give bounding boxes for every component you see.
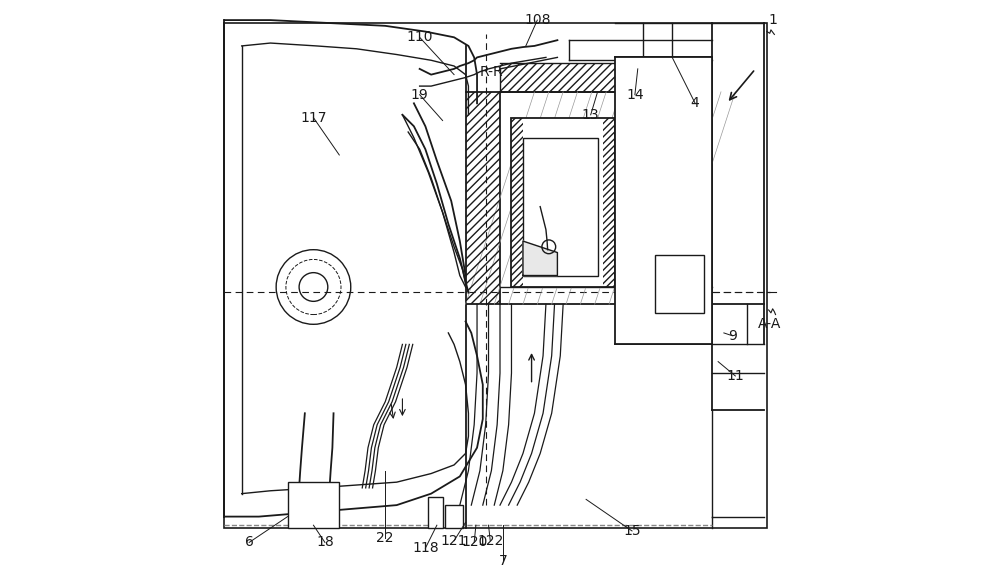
Bar [511, 118, 523, 287]
Bar [466, 92, 500, 304]
Bar [655, 255, 704, 313]
Text: 19: 19 [411, 88, 429, 102]
Bar [523, 138, 598, 276]
Text: 18: 18 [316, 536, 334, 549]
Text: 1: 1 [768, 13, 777, 27]
Text: 4: 4 [691, 96, 700, 110]
Text: 9: 9 [728, 329, 737, 343]
Text: 11: 11 [726, 369, 744, 383]
Bar [288, 482, 339, 528]
Bar [445, 505, 463, 528]
Text: 22: 22 [376, 532, 394, 545]
Text: 13: 13 [582, 108, 600, 122]
Bar [500, 63, 672, 92]
Bar [511, 118, 615, 287]
Text: A-A: A-A [758, 317, 781, 331]
Text: 7: 7 [498, 554, 507, 568]
Bar [603, 118, 615, 287]
Text: 122: 122 [477, 534, 503, 548]
Text: 15: 15 [623, 524, 641, 538]
Text: 117: 117 [300, 111, 327, 125]
Text: 14: 14 [626, 88, 644, 102]
Bar [428, 497, 443, 528]
Text: 108: 108 [524, 13, 551, 27]
Polygon shape [523, 241, 557, 276]
Text: 6: 6 [245, 536, 254, 549]
Text: 121: 121 [441, 534, 467, 548]
Text: R-R: R-R [480, 65, 503, 79]
Bar [224, 23, 767, 528]
Bar [615, 57, 712, 344]
Text: 118: 118 [412, 541, 439, 555]
Text: 110: 110 [406, 30, 433, 44]
Text: 120: 120 [461, 536, 487, 549]
